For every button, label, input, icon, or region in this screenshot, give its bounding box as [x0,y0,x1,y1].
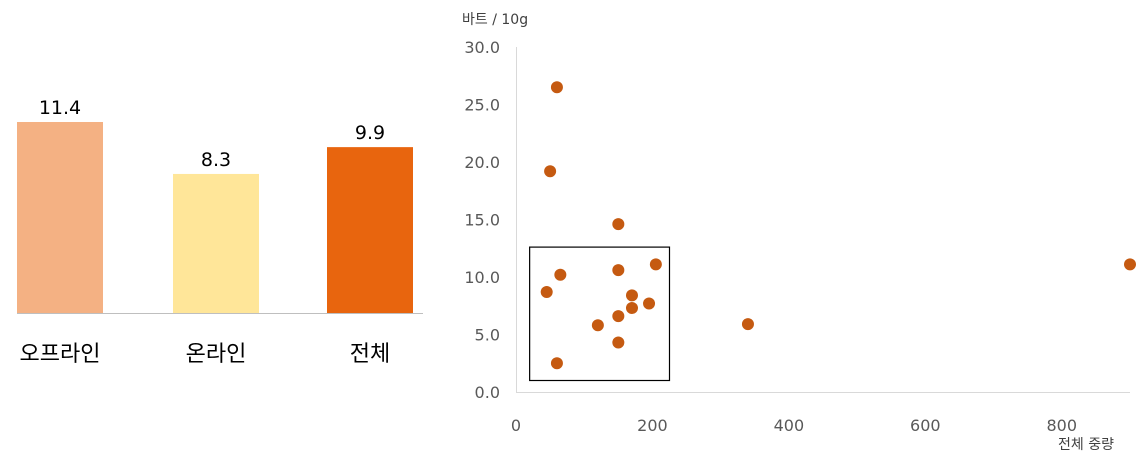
category-label: 온라인 [186,342,247,367]
x-tick-label: 600 [910,416,941,435]
data-point [741,318,754,331]
data-point [612,264,625,277]
y-tick-label: 10.0 [464,268,500,287]
data-point [540,285,553,298]
data-point [612,310,625,323]
data-point [643,297,656,310]
data-point [649,258,662,271]
data-point [550,81,563,94]
highlight-box [529,246,671,382]
data-point [612,218,625,231]
data-label: 8.3 [201,149,231,171]
y-tick-label: 20.0 [464,153,500,172]
bar-chart: 11.4 오프라인 8.3 온라인 9.9 전체 [17,97,423,367]
x-tick-label: 0 [511,416,521,435]
y-tick-label: 25.0 [464,96,500,115]
x-axis-title: 전체 중량 [1058,437,1114,453]
data-point [625,289,638,302]
data-point [612,336,625,349]
data-point [625,302,638,315]
category-label: 오프라인 [20,342,101,367]
bar [17,122,103,313]
data-label: 9.9 [355,122,385,144]
data-point [591,319,604,332]
bar [173,173,259,313]
data-point [550,357,563,370]
x-tick-label: 800 [1047,416,1078,435]
data-point [554,268,567,281]
y-tick-label: 0.0 [475,383,500,402]
y-axis-title: 바트 / 10g [462,12,528,28]
category-label: 전체 [350,342,390,367]
data-label: 11.4 [39,97,81,119]
x-tick-label: 200 [637,416,668,435]
data-point [1124,258,1136,271]
bar [327,147,413,313]
y-tick-label: 15.0 [464,211,500,230]
x-tick-label: 400 [774,416,805,435]
y-tick-label: 5.0 [475,326,500,345]
y-tick-label: 30.0 [464,38,500,57]
data-point [544,165,557,178]
